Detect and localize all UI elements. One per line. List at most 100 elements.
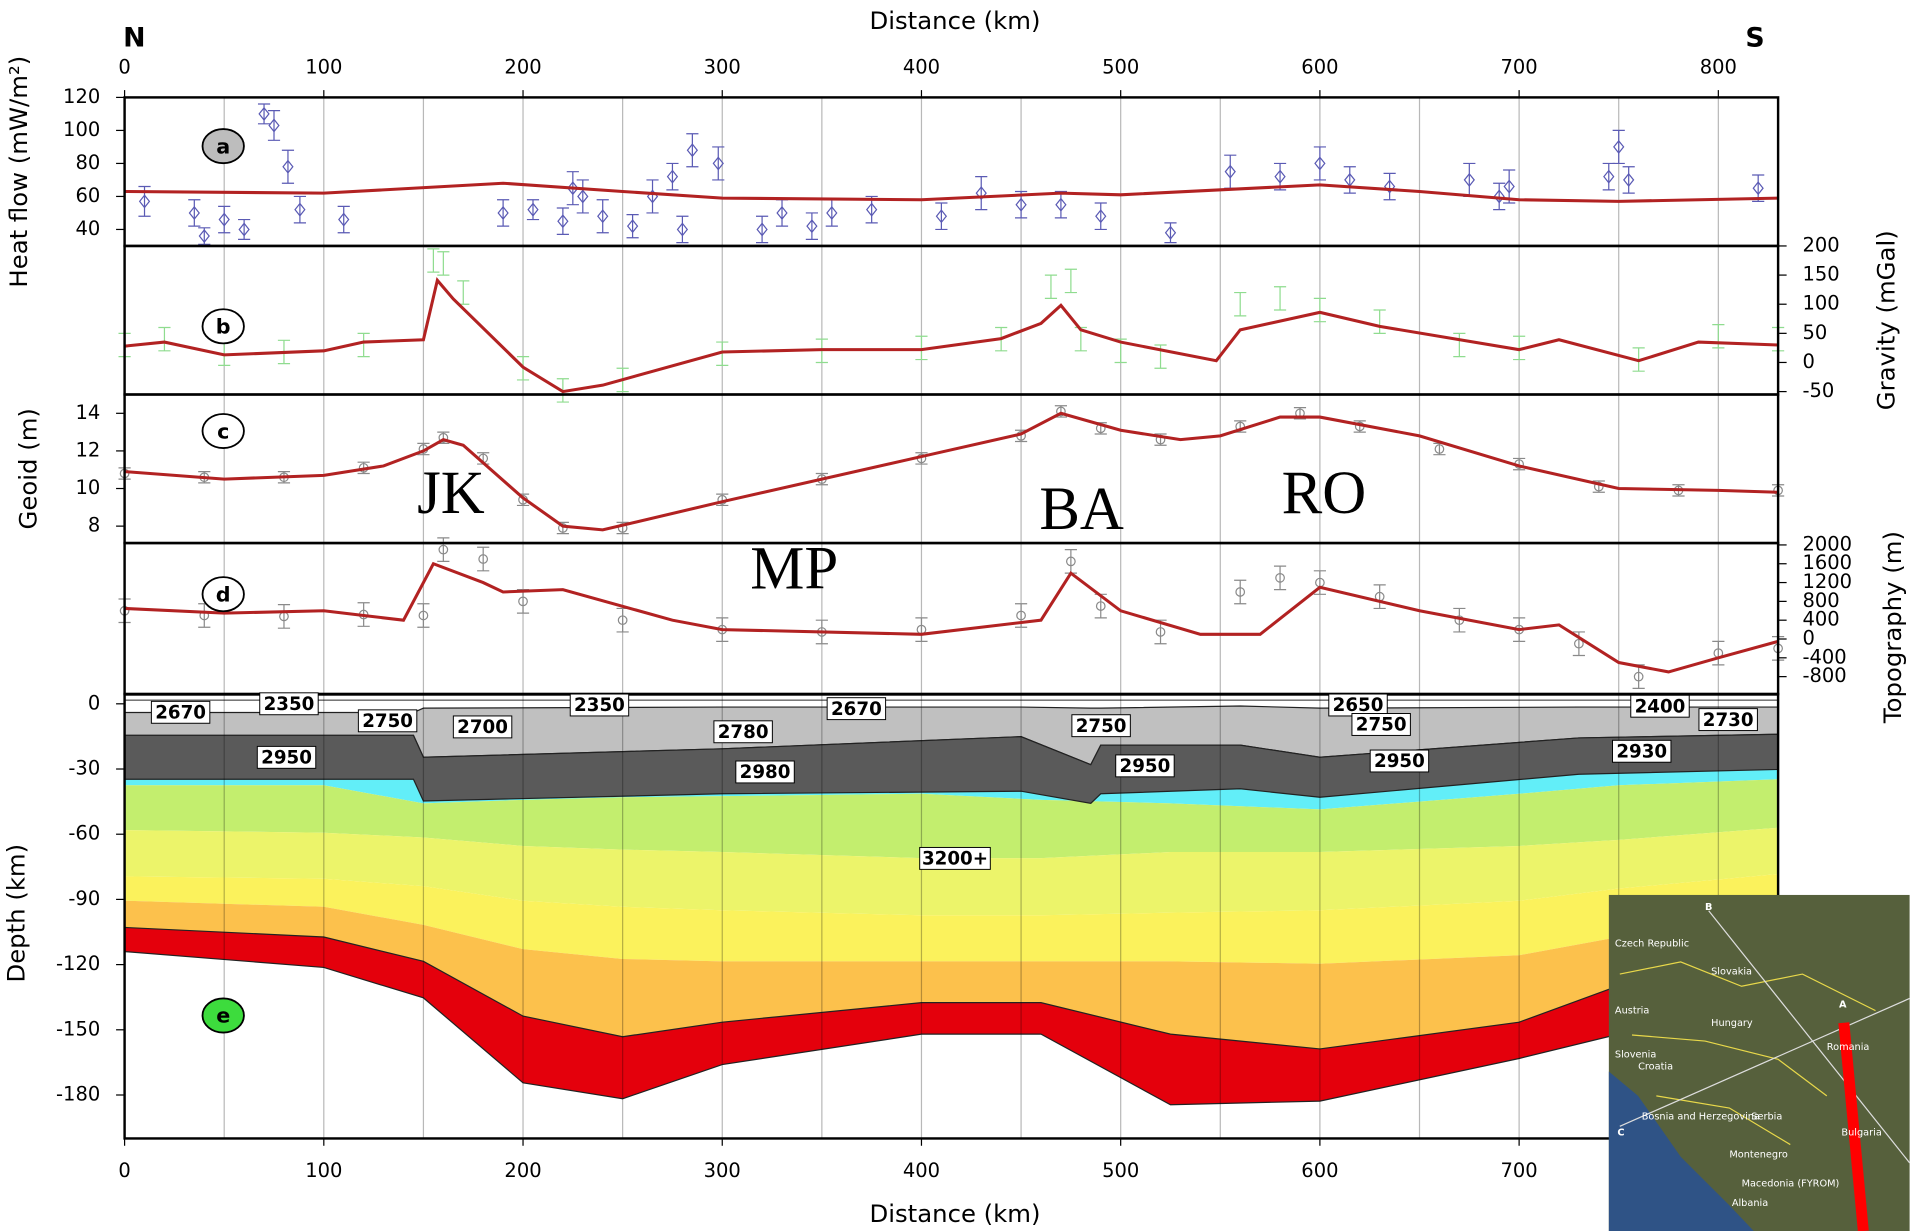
error-bar bbox=[1383, 172, 1396, 201]
density-label: 2980 bbox=[740, 762, 791, 783]
map-label: Croatia bbox=[1638, 1062, 1673, 1073]
label-box bbox=[1369, 749, 1430, 773]
map-label: A bbox=[1839, 1000, 1847, 1011]
y-tick-label: -400 bbox=[1802, 645, 1846, 668]
data-point bbox=[975, 186, 987, 201]
panel-badge bbox=[201, 576, 245, 613]
data-point bbox=[1574, 638, 1584, 649]
y-tick-label: -90 bbox=[68, 887, 100, 910]
map-label: Slovakia bbox=[1711, 967, 1752, 978]
label-box bbox=[150, 700, 211, 724]
data-point bbox=[1274, 169, 1286, 184]
mantle-layer bbox=[124, 769, 1779, 810]
error-bar bbox=[716, 341, 729, 366]
data-point bbox=[497, 205, 509, 221]
error-bar bbox=[437, 251, 450, 276]
density-label: 2730 bbox=[1703, 710, 1754, 731]
x-tick-label: 300 bbox=[704, 56, 741, 79]
density-label: 2780 bbox=[718, 722, 769, 743]
panel-badge bbox=[201, 308, 245, 345]
x-tick-label: 700 bbox=[1501, 1159, 1538, 1182]
data-point bbox=[626, 219, 639, 234]
density-label: 2650 bbox=[1333, 695, 1384, 716]
error-bar bbox=[646, 179, 659, 214]
data-point bbox=[1016, 610, 1026, 621]
model-line bbox=[124, 561, 1779, 674]
data-point bbox=[258, 106, 270, 121]
density-label: 2950 bbox=[1120, 756, 1171, 777]
map-label: Czech Republic bbox=[1615, 939, 1689, 950]
label-box bbox=[919, 846, 991, 870]
data-point bbox=[712, 156, 724, 171]
label-box bbox=[1071, 714, 1131, 738]
data-point bbox=[478, 554, 489, 564]
label-box bbox=[1630, 694, 1690, 718]
data-point bbox=[557, 214, 569, 229]
density-label: 2700 bbox=[457, 717, 508, 738]
region-label: MP bbox=[750, 536, 838, 603]
y-tick-label: 80 bbox=[75, 151, 100, 174]
label-box bbox=[713, 720, 773, 744]
x-axis-title: Distance (km) bbox=[870, 6, 1041, 35]
y-tick-label: 120 bbox=[63, 85, 100, 108]
data-point bbox=[418, 610, 429, 621]
error-bar bbox=[756, 215, 769, 244]
map-label: B bbox=[1705, 902, 1712, 913]
x-tick-label: 100 bbox=[305, 56, 342, 79]
density-label: 2950 bbox=[1374, 751, 1425, 772]
error-bar bbox=[277, 604, 291, 629]
error-bar bbox=[267, 110, 281, 141]
error-bar bbox=[915, 335, 928, 361]
map-sea bbox=[1608, 1071, 1754, 1231]
y-tick-label: 150 bbox=[1802, 263, 1839, 286]
map-label: Bosnia and Herzegovina bbox=[1642, 1112, 1760, 1123]
error-bar bbox=[1273, 565, 1287, 591]
model-line bbox=[124, 181, 1779, 203]
data-point bbox=[1224, 164, 1236, 179]
error-bar bbox=[158, 326, 171, 352]
error-bar bbox=[1234, 579, 1247, 605]
x-tick-label: 600 bbox=[1301, 1159, 1338, 1182]
map-label: Hungary bbox=[1711, 1018, 1753, 1029]
data-point bbox=[282, 159, 294, 174]
error-bar bbox=[666, 162, 679, 191]
data-point bbox=[1056, 406, 1066, 417]
label-box bbox=[1698, 708, 1758, 732]
density-label: 2930 bbox=[1616, 741, 1667, 762]
error-bar bbox=[686, 133, 699, 168]
map-label: Albania bbox=[1732, 1198, 1768, 1209]
y-tick-label: -50 bbox=[1802, 379, 1834, 402]
label-box bbox=[1115, 754, 1175, 778]
label-box bbox=[256, 745, 317, 769]
y-tick-label: -30 bbox=[68, 757, 100, 780]
y-axis-title: Topography (m) bbox=[1878, 531, 1907, 724]
inset-map: B A C Czech Republic Slovakia Austria Hungary R… bbox=[1608, 894, 1910, 1231]
density-label: 2750 bbox=[1076, 716, 1127, 737]
y-tick-label: 0 bbox=[88, 691, 100, 714]
profile-end: S bbox=[1745, 22, 1764, 53]
y-axis-title: Depth (km) bbox=[1, 844, 30, 983]
error-bar bbox=[1313, 570, 1326, 595]
data-point bbox=[1275, 572, 1285, 583]
map-label: Serbia bbox=[1751, 1112, 1782, 1123]
data-point bbox=[438, 544, 449, 555]
error-bar bbox=[1493, 182, 1506, 211]
y-tick-label: -150 bbox=[56, 1017, 100, 1040]
data-point bbox=[198, 228, 210, 244]
error-bar bbox=[1513, 335, 1526, 361]
error-bar bbox=[457, 280, 470, 305]
panel-badge bbox=[201, 128, 245, 165]
x-tick-label: 100 bbox=[305, 1159, 342, 1182]
y-tick-label: 40 bbox=[75, 217, 100, 240]
data-point bbox=[866, 202, 878, 217]
mantle-layer bbox=[124, 827, 1779, 916]
label-box bbox=[357, 709, 418, 733]
y-axis-title: Heat flow (mW/m²) bbox=[4, 56, 33, 288]
region-label: RO bbox=[1282, 460, 1367, 527]
x-tick-label: 200 bbox=[504, 56, 541, 79]
data-point bbox=[527, 202, 539, 217]
y-tick-label: -800 bbox=[1802, 664, 1846, 687]
panel-label: e bbox=[216, 1004, 230, 1028]
y-axis-title: Geoid (m) bbox=[14, 408, 43, 529]
y-tick-label: 50 bbox=[1802, 321, 1827, 344]
